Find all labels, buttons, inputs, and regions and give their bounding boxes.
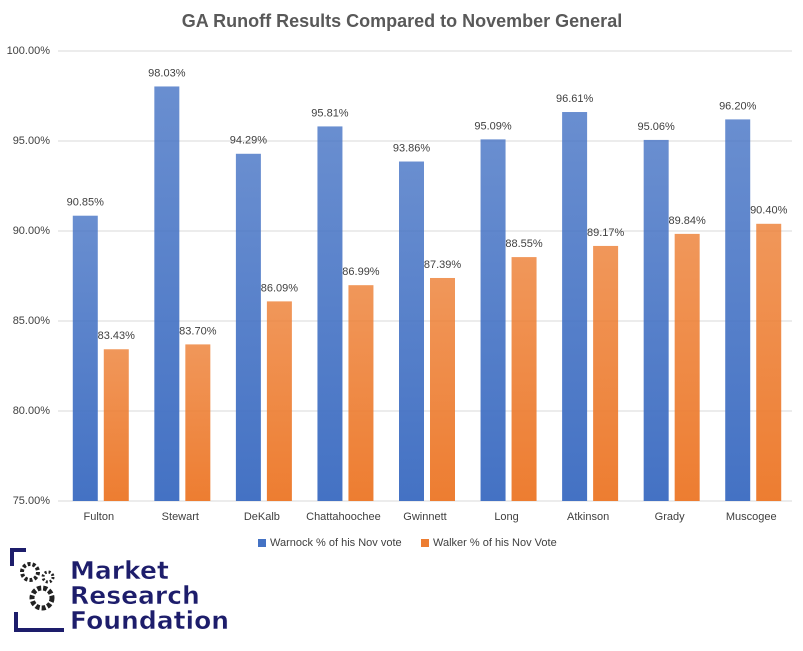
logo-text: Foundation	[70, 606, 229, 635]
value-label: 96.61%	[556, 93, 594, 105]
logo-text: Research	[70, 581, 200, 610]
bar	[643, 139, 669, 502]
bar	[593, 245, 619, 501]
legend-label: Warnock % of his Nov vote	[270, 537, 402, 549]
bar	[103, 349, 129, 501]
y-tick-label: 90.00%	[13, 225, 51, 237]
x-tick-label: Fulton	[83, 511, 114, 523]
bar	[430, 277, 455, 501]
value-label: 89.17%	[587, 227, 625, 239]
x-tick-label: Gwinnett	[403, 511, 446, 523]
y-tick-label: 100.00%	[7, 45, 51, 57]
chart-title: GA Runoff Results Compared to November G…	[182, 11, 622, 31]
bar	[511, 257, 537, 501]
y-tick-label: 85.00%	[13, 315, 51, 327]
x-tick-label: DeKalb	[244, 511, 280, 523]
bar	[72, 215, 98, 501]
x-tick-label: Atkinson	[567, 511, 609, 523]
y-tick-label: 80.00%	[13, 405, 51, 417]
x-tick-label: Long	[494, 511, 518, 523]
bar	[317, 126, 343, 502]
value-label: 83.70%	[179, 325, 217, 337]
bar	[185, 344, 211, 501]
x-tick-label: Chattahoochee	[306, 511, 381, 523]
bar	[725, 119, 751, 502]
value-label: 90.40%	[750, 205, 788, 217]
legend-swatch	[258, 539, 266, 547]
bar	[399, 161, 424, 501]
value-label: 93.86%	[393, 142, 431, 154]
value-label: 94.29%	[230, 135, 268, 147]
bar	[348, 285, 374, 501]
bar	[562, 112, 588, 502]
value-label: 86.09%	[261, 282, 299, 294]
bar	[235, 153, 261, 501]
value-label: 98.03%	[148, 67, 186, 79]
value-label: 95.81%	[311, 107, 349, 119]
bar	[756, 223, 782, 502]
bar	[154, 86, 180, 502]
logo-icon	[10, 548, 64, 632]
bar	[674, 233, 700, 501]
bar	[266, 301, 292, 501]
x-tick-label: Stewart	[162, 511, 199, 523]
value-label: 83.43%	[98, 330, 136, 342]
value-label: 88.55%	[505, 238, 543, 250]
value-label: 86.99%	[342, 266, 380, 278]
logo-text: Market	[70, 556, 169, 585]
x-tick-label: Grady	[655, 511, 685, 523]
y-tick-label: 75.00%	[13, 495, 51, 507]
value-label: 90.85%	[67, 197, 105, 209]
legend-label: Walker % of his Nov Vote	[433, 537, 557, 549]
value-label: 87.39%	[424, 259, 462, 271]
value-label: 89.84%	[669, 215, 707, 227]
value-label: 95.09%	[474, 120, 512, 132]
value-label: 96.20%	[719, 100, 757, 112]
x-tick-label: Muscogee	[726, 511, 777, 523]
y-tick-label: 95.00%	[13, 135, 51, 147]
value-label: 95.06%	[638, 121, 676, 133]
legend-swatch	[421, 539, 429, 547]
bar	[480, 139, 506, 501]
